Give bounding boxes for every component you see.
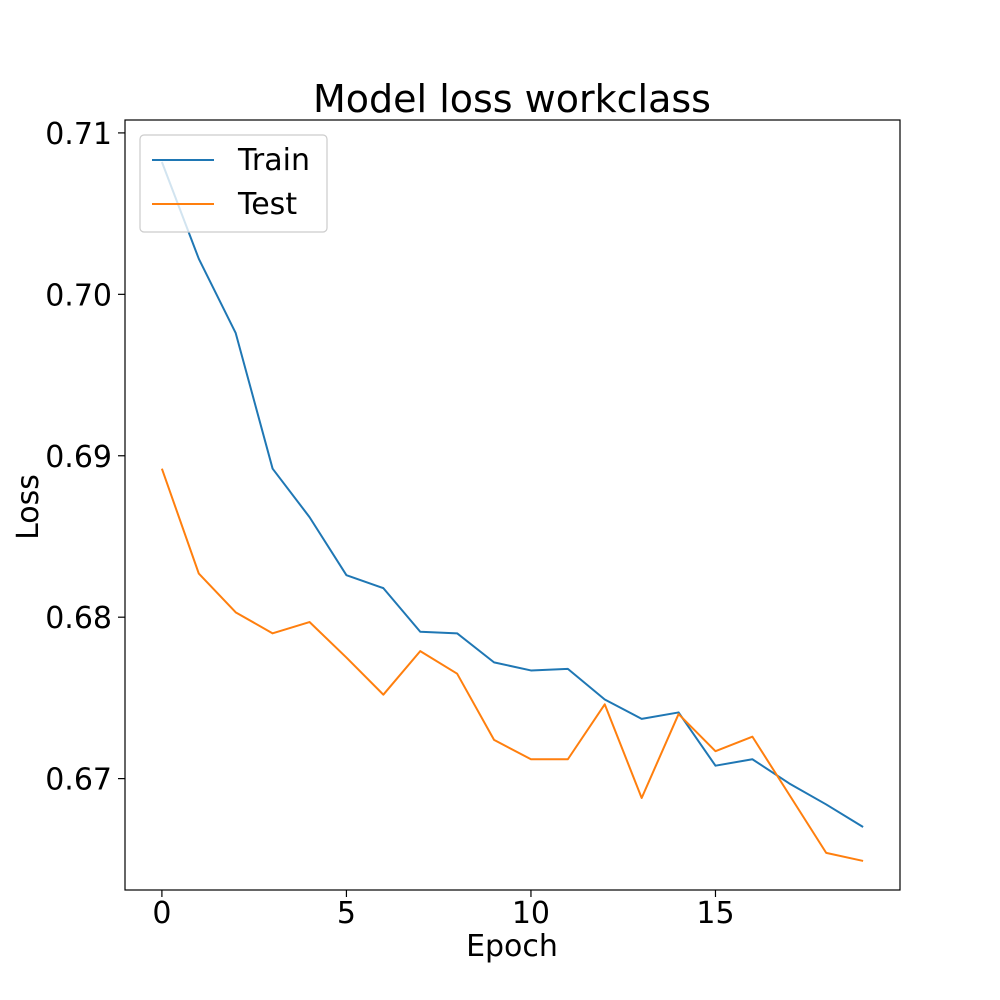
plot-area (124, 119, 901, 891)
y-tick-label: 0.70 (45, 278, 112, 313)
y-axis-label: Loss (11, 474, 46, 540)
legend: Train Test (139, 134, 328, 233)
chart-title: Model loss workclass (313, 77, 711, 121)
x-axis-ticks: 0 5 10 15 (152, 890, 735, 931)
y-axis-ticks: 0.67 0.68 0.69 0.70 0.71 (45, 117, 125, 798)
x-tick-label: 10 (512, 896, 550, 931)
x-axis-label: Epoch (466, 929, 558, 964)
y-tick-label: 0.67 (45, 763, 112, 798)
series-line-test (160, 468, 864, 862)
legend-label-test: Test (237, 187, 297, 222)
legend-label-train: Train (237, 143, 310, 178)
x-tick-label: 5 (337, 896, 356, 931)
y-tick-label: 0.68 (45, 601, 112, 636)
y-tick-label: 0.69 (45, 440, 112, 475)
x-tick-label: 15 (696, 896, 734, 931)
series-line-train (160, 161, 864, 828)
y-tick-label: 0.71 (45, 117, 112, 152)
plot-frame (124, 119, 901, 891)
series-layer (160, 161, 864, 862)
x-tick-label: 0 (152, 896, 171, 931)
